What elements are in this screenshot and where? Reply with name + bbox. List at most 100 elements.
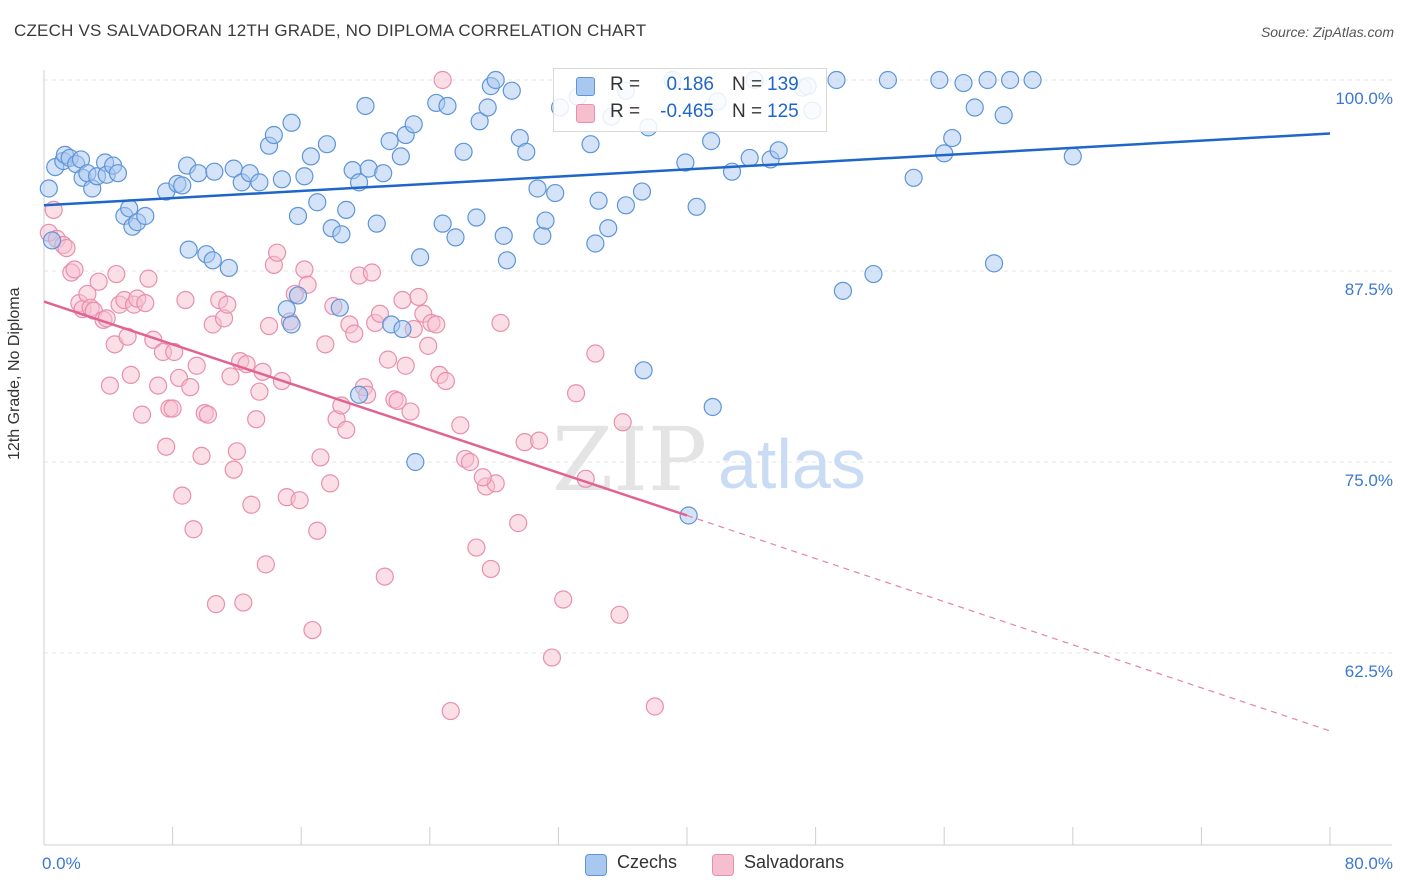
czech-point [205, 162, 224, 181]
czech-n-value: 139 [767, 74, 799, 95]
salvadoran-point [441, 701, 460, 721]
czech-point [954, 73, 973, 93]
salvadoran-point [192, 446, 211, 465]
salvadorans-legend-swatch [712, 854, 734, 876]
salvadorans-legend-label: Salvadorans [744, 852, 845, 872]
czech-point [546, 183, 565, 203]
czech-point [943, 128, 962, 148]
czech-point [935, 144, 954, 163]
salvadoran-point [362, 263, 382, 282]
salvadoran-point [645, 697, 664, 716]
czech-point [282, 315, 301, 334]
salvadoran-point [247, 410, 266, 429]
y-tick-label: 100.0% [1335, 89, 1393, 108]
salvadoran-point [586, 344, 605, 363]
czech-point [864, 264, 883, 284]
legend-row-czech: R = 0.186 N = 139 [554, 74, 826, 100]
salvadoran-point [345, 324, 364, 343]
czech-point [528, 179, 547, 198]
salvadoran-point [221, 367, 240, 386]
salvadoran-point [610, 605, 629, 624]
salvadoran-point [165, 342, 184, 362]
czech-point [703, 397, 722, 417]
salvadoran-point [89, 272, 108, 291]
czech-point [337, 200, 356, 219]
salvadoran-point [218, 295, 237, 314]
czech-point [264, 125, 283, 145]
czech-point [332, 225, 351, 244]
salvadoran-point [530, 431, 549, 450]
y-tick-label: 75.0% [1345, 471, 1393, 490]
salvadoran-point [139, 269, 158, 288]
czech-point [984, 254, 1004, 273]
salvadoran-points [39, 70, 664, 721]
salvadoran-point [57, 238, 76, 258]
czech-point [965, 98, 984, 117]
czech-point [446, 228, 465, 247]
salvadoran-point [303, 620, 322, 640]
salvadoran-point [100, 376, 120, 395]
salvadoran-point [132, 405, 152, 424]
czech-point [411, 248, 430, 267]
czech-point [288, 206, 308, 226]
czech-n-label: N = [732, 74, 763, 95]
salvadoran-trend-line [43, 300, 688, 517]
salvadoran-point [224, 460, 243, 479]
czech-point [301, 147, 320, 166]
salvadoran-point [473, 468, 492, 487]
salvadoran-point [401, 402, 420, 421]
czech-point [478, 98, 497, 117]
czech-point [374, 164, 393, 183]
czech-point [740, 148, 759, 168]
czech-point [380, 132, 399, 151]
czech-point [616, 196, 636, 215]
czech-point [179, 240, 198, 259]
czech-point [136, 206, 155, 226]
salvadoran-point [409, 287, 428, 307]
czechs-legend-swatch [585, 854, 607, 876]
salvadoran-point [509, 514, 528, 533]
salvadoran-point [393, 290, 412, 310]
czech-point [470, 112, 489, 131]
salvadoran-point [227, 442, 246, 461]
x-tick-label-min: 0.0% [42, 854, 81, 873]
czech-point [1001, 70, 1020, 90]
y-tick-label: 87.5% [1345, 280, 1393, 299]
czech-point [288, 286, 308, 305]
czech-point [189, 164, 208, 183]
czech-point [433, 214, 452, 233]
czech-point [454, 142, 473, 161]
salvadoran-point [337, 420, 356, 440]
czech-point [203, 251, 222, 270]
czech-point [586, 234, 605, 253]
czech-point [282, 113, 301, 132]
salvadoran-point [542, 648, 562, 667]
salvadoran-point [250, 382, 269, 401]
salvadoran-r-label: R = [610, 101, 641, 122]
salvadoran-point [491, 313, 510, 333]
salvadoran-point [370, 304, 390, 323]
salvadoran-point [163, 399, 182, 418]
x-tick-label-max: 80.0% [1345, 854, 1393, 873]
salvadoran-point [295, 260, 314, 279]
czech-point [406, 452, 425, 472]
czech-point [497, 251, 517, 270]
czech-point [517, 142, 536, 161]
correlation-legend: R = 0.186 N = 139 R = -0.465 N = 125 [553, 68, 827, 132]
czech-point [978, 70, 997, 90]
czech-point [904, 168, 923, 187]
czech-point [349, 385, 369, 404]
czech-point [827, 70, 846, 90]
salvadoran-point [187, 356, 206, 375]
czech-point [39, 179, 58, 198]
salvadoran-point [290, 491, 309, 510]
czech-r-label: R = [610, 74, 641, 95]
czech-point [769, 141, 788, 160]
czech-point [632, 182, 652, 201]
czech-point [533, 226, 552, 245]
czech-point [634, 361, 653, 380]
czech-trend-line [43, 132, 1331, 207]
czech-point [391, 147, 410, 166]
czech-point [108, 164, 128, 183]
czech-point [219, 258, 238, 278]
